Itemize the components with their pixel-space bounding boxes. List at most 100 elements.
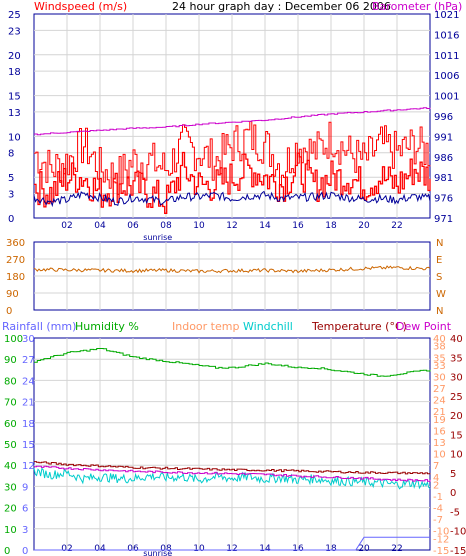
humidity-tick-label: 50	[4, 440, 17, 451]
barometer-tick-label: 986	[434, 153, 453, 164]
legend: Rainfall (mm) Humidity % Indoor temp Win…	[2, 320, 452, 333]
x-tick-label: 08	[160, 221, 172, 231]
temp-tick-label: 19	[433, 415, 446, 426]
x-tick-label: 20	[358, 221, 370, 231]
windspeed-tick-label: 10	[8, 132, 21, 143]
temp-tick-label: 38	[433, 342, 446, 353]
barometer-tick-label: 996	[434, 112, 453, 123]
barometer-series	[34, 107, 431, 136]
barometer-tick-label: 1021	[434, 10, 459, 21]
windspeed-tick-label: 5	[8, 173, 14, 184]
x-tick-label: 22	[391, 221, 402, 231]
x-tick-label: 10	[193, 221, 205, 231]
humidity-tick-label: 70	[4, 398, 17, 409]
x-tick-label: 08	[160, 544, 172, 554]
rainfall-tick-label: 0	[22, 546, 28, 556]
direction-tick-label: 0	[6, 306, 12, 317]
temp-tick-label-alt: 15	[450, 430, 463, 441]
rainfall-tick-label: 9	[22, 482, 28, 493]
temp-tick-label: 21	[433, 407, 446, 418]
direction-tick-label: 90	[6, 289, 19, 300]
x-tick-label: 12	[226, 544, 237, 554]
temp-tick-label: 24	[433, 396, 446, 407]
temp-tick-label: 2	[433, 480, 439, 491]
legend-humidity: Humidity %	[75, 320, 139, 333]
direction-tick-label: 270	[6, 255, 25, 266]
humidity-tick-label: 60	[4, 419, 17, 430]
rainfall-tick-label: 30	[22, 334, 35, 345]
windspeed-tick-label: 23	[8, 26, 21, 37]
rainfall-tick-label: 24	[22, 376, 35, 387]
temperature-humidity-panel: 0102030405060708090100036912151821242730…	[4, 334, 466, 556]
x-tick-label: 16	[292, 544, 304, 554]
compass-tick-label: E	[436, 255, 442, 266]
legend-windchill: Windchill	[243, 320, 293, 333]
legend-rainfall: Rainfall (mm)	[2, 320, 76, 333]
windspeed-tick-label: 13	[8, 108, 21, 119]
legend-temperature: Temperature (°C)	[311, 320, 407, 333]
x-tick-label: 14	[259, 221, 271, 231]
temp-tick-label-alt: -10	[450, 527, 466, 538]
gust-series	[34, 120, 431, 195]
rainfall-tick-label: 21	[22, 398, 35, 409]
sunrise-label: sunrise	[143, 233, 172, 242]
rainfall-tick-label: 27	[22, 355, 35, 366]
compass-tick-label: N	[436, 238, 443, 249]
temp-tick-label: 35	[433, 353, 446, 364]
temp-tick-label-alt: -5	[450, 507, 460, 518]
legend-dew-point: Dew Point	[396, 320, 452, 333]
graph-title: 24 hour graph day : December 06 2006	[172, 0, 391, 13]
temp-tick-label-alt: 10	[450, 450, 463, 461]
temp-tick-label: 16	[433, 427, 446, 438]
x-tick-label: 18	[325, 544, 337, 554]
temp-tick-label: 30	[433, 373, 446, 384]
barometer-tick-label: 981	[434, 173, 453, 184]
avg-wind-series	[33, 190, 431, 208]
temp-tick-label: 10	[433, 450, 446, 461]
windspeed-tick-label: 8	[8, 149, 14, 160]
temp-tick-label-alt: 20	[450, 411, 463, 422]
barometer-tick-label: 1011	[434, 51, 459, 62]
x-tick-label: 02	[61, 221, 72, 231]
windchill-series	[33, 467, 431, 490]
temp-tick-label: 40	[433, 334, 446, 345]
temp-tick-label-alt: 5	[450, 469, 456, 480]
temperature-series	[34, 461, 431, 475]
temp-tick-label: 13	[433, 438, 446, 449]
temp-tick-label-alt: 0	[450, 488, 456, 499]
humidity-tick-label: 30	[4, 482, 17, 493]
humidity-tick-label: 40	[4, 461, 17, 472]
temp-tick-label: -1	[433, 492, 443, 503]
rainfall-tick-label: 15	[22, 440, 35, 451]
x-tick-label: 04	[94, 544, 106, 554]
barometer-tick-label: 1001	[434, 92, 459, 103]
temp-tick-label: -12	[433, 534, 449, 545]
humidity-tick-label: 100	[4, 334, 23, 345]
temp-tick-label-alt: 40	[450, 334, 463, 345]
barometer-axis-label: Barometer (hPa)	[372, 0, 462, 13]
compass-tick-label: W	[436, 289, 446, 300]
windspeed-tick-label: 18	[8, 67, 21, 78]
x-tick-label: 20	[358, 544, 370, 554]
windspeed-tick-label: 0	[8, 214, 14, 225]
temp-tick-label: -7	[433, 515, 443, 526]
temp-tick-label-alt: 30	[450, 373, 463, 384]
temp-tick-label-alt: 25	[450, 392, 463, 403]
legend-indoor-temp: Indoor temp	[172, 320, 239, 333]
barometer-tick-label: 991	[434, 132, 453, 143]
direction-tick-label: 360	[6, 238, 25, 249]
temp-tick-label: 4	[433, 473, 439, 484]
humidity-tick-label: 90	[4, 355, 17, 366]
x-tick-label: 22	[391, 544, 402, 554]
barometer-tick-label: 971	[434, 214, 453, 225]
temp-tick-label-alt: -15	[450, 546, 466, 556]
windspeed-tick-label: 3	[8, 190, 14, 201]
x-tick-label: 18	[325, 221, 337, 231]
temp-tick-label: -15	[433, 546, 449, 556]
humidity-tick-label: 0	[4, 546, 10, 556]
wind-series	[34, 151, 431, 214]
barometer-tick-label: 1016	[434, 30, 459, 41]
rainfall-tick-label: 6	[22, 504, 28, 515]
